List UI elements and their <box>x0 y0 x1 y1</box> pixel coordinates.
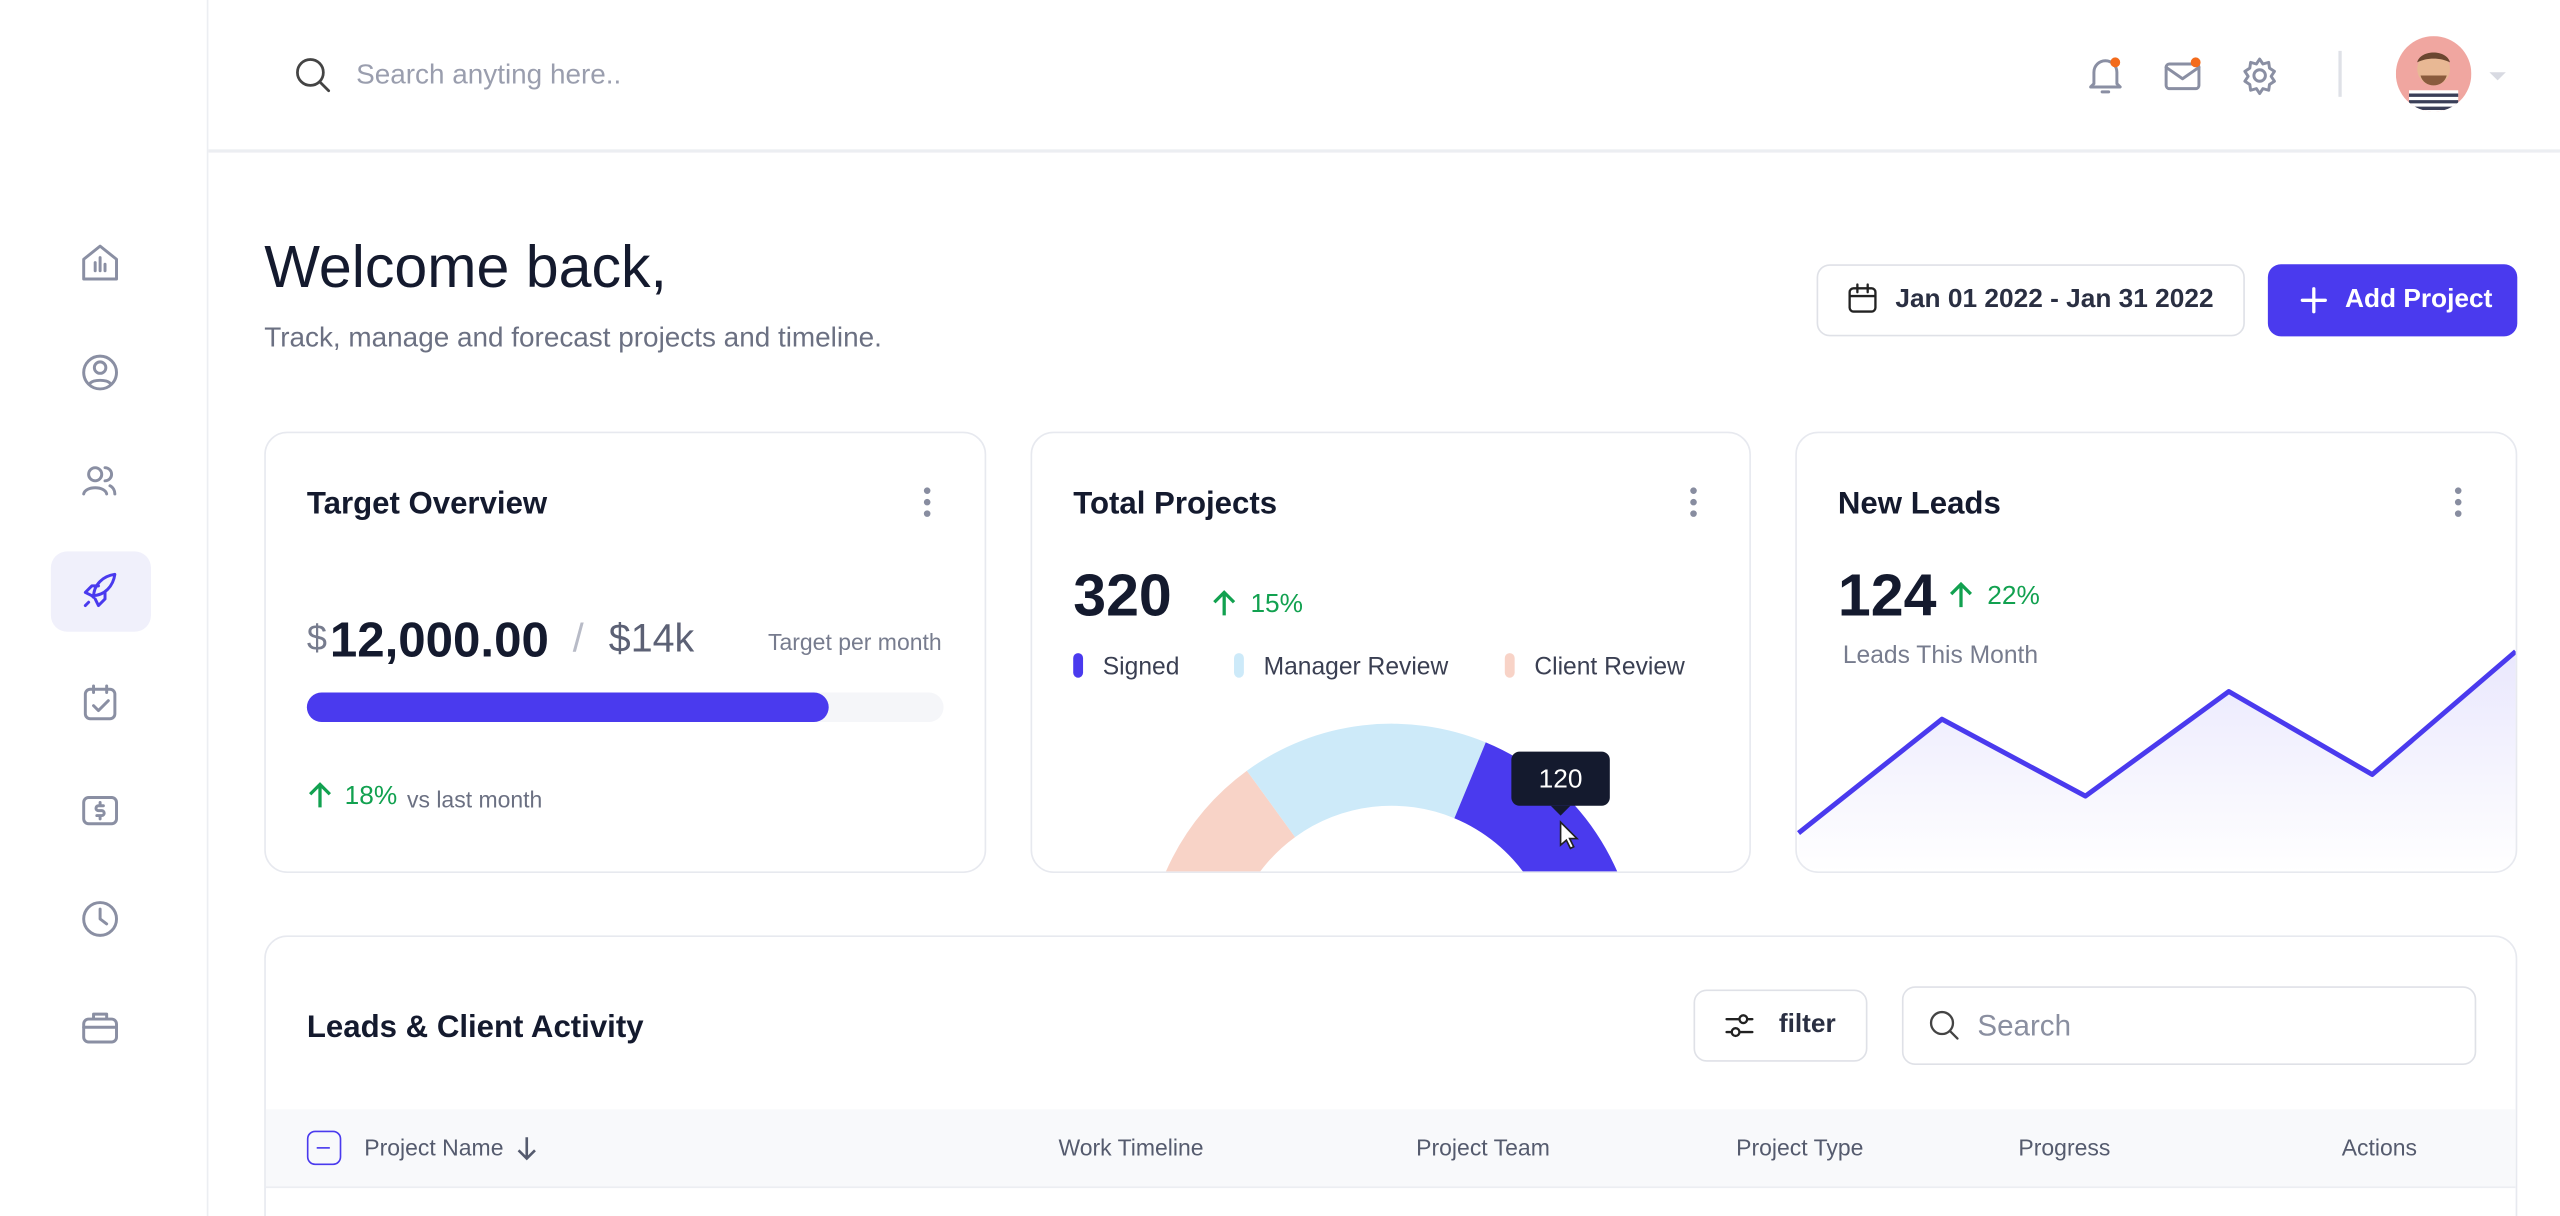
legend-label: Manager Review <box>1263 653 1449 682</box>
profile-menu[interactable] <box>2488 71 2508 84</box>
card-title: New Leads <box>1837 487 2001 522</box>
legend-swatch <box>1073 653 1084 678</box>
legend-item: Client Review <box>1504 653 1685 682</box>
up-arrow <box>1213 590 1236 616</box>
line-chart <box>1797 649 2516 872</box>
column-header[interactable]: Project Name <box>364 1133 504 1161</box>
goal: $14k <box>608 617 695 662</box>
tooltip: 120 <box>1511 751 1610 816</box>
filter-icon <box>1725 1014 1754 1038</box>
legend-item: Manager Review <box>1234 653 1448 681</box>
add-project-button[interactable]: Add Project <box>2267 264 2518 337</box>
date-range-picker[interactable]: Jan 01 2022 - Jan 31 2022 <box>1816 264 2245 337</box>
nav-profile[interactable] <box>77 350 123 396</box>
tooltip-tip <box>1550 805 1571 816</box>
active-nav-bg <box>50 551 151 632</box>
legend: Signed Manager Review Client Review <box>1073 653 1746 686</box>
card-menu[interactable] <box>1690 487 1697 521</box>
cursor <box>1559 820 1579 850</box>
nav-briefcase[interactable] <box>77 1004 123 1050</box>
change: 18% <box>344 782 398 811</box>
search-input[interactable]: Search anyting here.. <box>356 59 622 91</box>
legend-swatch <box>1504 653 1515 678</box>
card-menu[interactable] <box>2454 487 2462 521</box>
page-title: Welcome back, <box>264 233 667 301</box>
legend-swatch <box>1234 653 1244 678</box>
messages[interactable] <box>2160 53 2206 99</box>
up-arrow <box>308 782 332 808</box>
nav-dashboard[interactable] <box>77 240 123 286</box>
card-title: Target Overview <box>306 487 548 522</box>
search-icon <box>296 58 331 93</box>
nav-finance[interactable] <box>77 788 123 834</box>
activity-card: Leads & Client Activity filter Search <box>264 935 2518 1216</box>
donut-segment <box>1166 770 1296 872</box>
projects-card: Total Projects 320 15% Signed Manager Rev… <box>1030 431 1751 874</box>
separator: / <box>572 617 584 662</box>
column-header: Progress <box>2018 1133 2111 1161</box>
settings[interactable] <box>2237 53 2283 99</box>
legend-item: Signed <box>1073 653 1179 681</box>
nav-projects[interactable] <box>77 568 123 614</box>
topbar-border <box>208 149 2560 152</box>
sidebar <box>0 0 209 1216</box>
divider <box>2338 50 2341 97</box>
tooltip-bg <box>1511 751 1610 806</box>
column-header: Actions <box>2341 1133 2418 1161</box>
line-series <box>1797 649 2516 835</box>
notifications[interactable] <box>2082 53 2128 99</box>
page-subtitle: Track, manage and forecast projects and … <box>264 321 882 353</box>
table-search[interactable]: Search <box>1901 986 2477 1066</box>
legend-label: Signed <box>1102 653 1180 682</box>
card-title: Total Projects <box>1073 487 1278 522</box>
total: 320 <box>1073 561 1172 629</box>
nav-time[interactable] <box>77 896 123 942</box>
sort-icon[interactable] <box>515 1136 538 1162</box>
date-range: Jan 01 2022 - Jan 31 2022 <box>1895 285 2214 314</box>
avatar[interactable] <box>2395 36 2472 112</box>
table-search-input[interactable]: Search <box>1977 1009 2072 1043</box>
target-card: Target Overview $ 12,000.00 / $14k Targe… <box>264 431 987 874</box>
goal-label: Target per month <box>767 628 942 655</box>
currency: $ <box>306 617 327 659</box>
tooltip-label: 120 <box>1539 764 1583 794</box>
select-all[interactable] <box>306 1130 342 1166</box>
donut-chart: 120 <box>1166 723 1618 872</box>
line-area <box>1798 651 2516 872</box>
total: 124 <box>1837 561 1937 629</box>
filter-label: filter <box>1778 1010 1836 1039</box>
column-header: Project Type <box>1736 1133 1864 1161</box>
column-header: Project Team <box>1416 1133 1550 1161</box>
change: 15% <box>1250 590 1304 619</box>
calendar-icon <box>1848 283 1877 313</box>
legend-label: Client Review <box>1534 653 1685 682</box>
add-project-label: Add Project <box>2344 285 2493 314</box>
change: 22% <box>1987 582 2040 611</box>
change-label: vs last month <box>406 786 543 813</box>
donut-segment <box>1246 723 1486 838</box>
card-title: Leads & Client Activity <box>306 1010 644 1046</box>
amount: 12,000.00 <box>329 613 549 668</box>
filter-button[interactable]: filter <box>1693 989 1868 1062</box>
progress-track <box>306 692 944 723</box>
leads-subtitle: Leads This Month <box>1842 641 2039 670</box>
table-header <box>265 1109 2516 1189</box>
plus-icon <box>2300 287 2327 314</box>
search-icon <box>1929 1010 1959 1040</box>
progress-bar <box>306 692 829 723</box>
nav-tasks[interactable] <box>77 679 123 725</box>
column-header: Work Timeline <box>1058 1133 1204 1161</box>
leads-card: New Leads 124 22% Leads This Month <box>1795 431 2518 874</box>
up-arrow <box>1949 581 1973 608</box>
nav-users[interactable] <box>77 458 123 504</box>
card-menu[interactable] <box>923 487 931 521</box>
